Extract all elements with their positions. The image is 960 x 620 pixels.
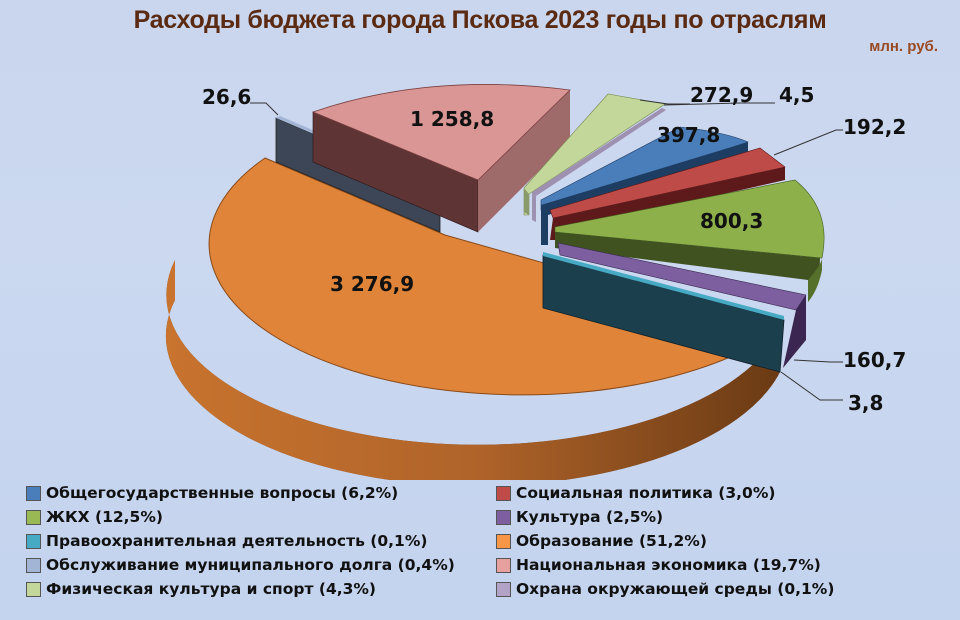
legend-label: Физическая культура и спорт (4,3%) bbox=[46, 580, 377, 598]
legend-item-environment[interactable]: Охрана окружающей среды (0,1%) bbox=[496, 578, 946, 600]
label-housing: 800,3 bbox=[700, 209, 763, 233]
label-culture: 160,7 bbox=[843, 348, 906, 372]
label-general-government: 397,8 bbox=[657, 123, 720, 147]
legend-label: Общегосударственные вопросы (6,2%) bbox=[46, 484, 399, 502]
slice-culture[interactable] bbox=[557, 242, 807, 368]
legend-label: ЖКХ (12,5%) bbox=[46, 508, 163, 526]
legend-label: Правоохранительная деятельность (0,1%) bbox=[46, 532, 428, 550]
legend-swatch-icon bbox=[26, 509, 41, 525]
legend-item-national-economy[interactable]: Национальная экономика (19,7%) bbox=[496, 554, 946, 576]
slice-sport[interactable] bbox=[523, 93, 666, 216]
chart-legend: Общегосударственные вопросы (6,2%) Социа… bbox=[26, 482, 946, 600]
legend-item-general-government[interactable]: Общегосударственные вопросы (6,2%) bbox=[26, 482, 496, 504]
legend-swatch-icon bbox=[496, 485, 511, 501]
pie-chart: 26,6 1 258,8 272,9 4,5 397,8 192,2 800,3… bbox=[165, 83, 906, 480]
legend-item-law-enforcement[interactable]: Правоохранительная деятельность (0,1%) bbox=[26, 530, 496, 552]
legend-item-sport[interactable]: Физическая культура и спорт (4,3%) bbox=[26, 578, 496, 600]
slice-national-economy[interactable] bbox=[311, 84, 571, 233]
legend-item-education[interactable]: Образование (51,2%) bbox=[496, 530, 946, 552]
chart-title: Расходы бюджета города Пскова 2023 годы … bbox=[133, 6, 827, 34]
legend-label: Образование (51,2%) bbox=[516, 532, 707, 550]
legend-label: Охрана окружающей среды (0,1%) bbox=[516, 580, 835, 598]
legend-swatch-icon bbox=[26, 485, 41, 501]
slice-education[interactable] bbox=[165, 157, 782, 480]
label-sport: 272,9 bbox=[690, 83, 753, 107]
label-law-enforcement: 3,8 bbox=[848, 391, 883, 415]
label-national-economy: 1 258,8 bbox=[410, 107, 494, 131]
legend-item-culture[interactable]: Культура (2,5%) bbox=[496, 506, 946, 528]
label-education: 3 276,9 bbox=[330, 272, 414, 296]
legend-swatch-icon bbox=[496, 557, 511, 573]
legend-item-municipal-debt[interactable]: Обслуживание муниципального долга (0,4%) bbox=[26, 554, 496, 576]
legend-label: Культура (2,5%) bbox=[516, 508, 664, 526]
label-social-policy: 192,2 bbox=[843, 115, 906, 139]
slice-housing[interactable] bbox=[554, 179, 825, 302]
legend-item-housing[interactable]: ЖКХ (12,5%) bbox=[26, 506, 496, 528]
legend-label: Социальная политика (3,0%) bbox=[516, 484, 776, 502]
legend-swatch-icon bbox=[496, 533, 511, 549]
leader-lines bbox=[250, 99, 843, 401]
legend-item-social-policy[interactable]: Социальная политика (3,0%) bbox=[496, 482, 946, 504]
legend-swatch-icon bbox=[26, 581, 41, 597]
slice-law-enforcement[interactable] bbox=[542, 252, 785, 373]
legend-swatch-icon bbox=[26, 533, 41, 549]
legend-label: Обслуживание муниципального долга (0,4%) bbox=[46, 556, 455, 574]
legend-swatch-icon bbox=[496, 581, 511, 597]
units-label: млн. руб. bbox=[869, 38, 938, 55]
legend-swatch-icon bbox=[496, 509, 511, 525]
legend-label: Национальная экономика (19,7%) bbox=[516, 556, 821, 574]
slice-social-policy[interactable] bbox=[549, 147, 786, 240]
label-environment: 4,5 bbox=[779, 83, 814, 107]
label-municipal-debt: 26,6 bbox=[202, 85, 251, 109]
legend-swatch-icon bbox=[26, 557, 41, 573]
